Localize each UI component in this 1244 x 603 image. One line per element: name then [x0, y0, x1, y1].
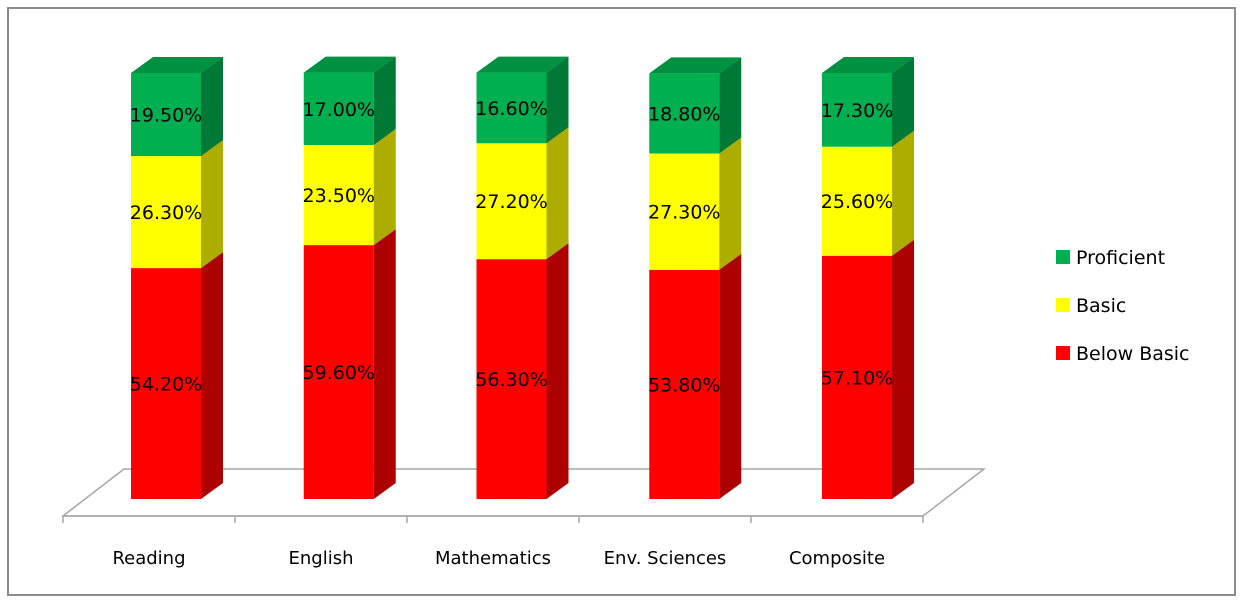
bar-front [649, 269, 720, 499]
data-label-mathematics-below-basic: 56.30% [475, 369, 547, 391]
bar-segment-mathematics-proficient [476, 56, 569, 144]
bar-side [546, 127, 569, 260]
bar-segment-english-proficient [303, 56, 396, 145]
data-label-mathematics-basic: 27.20% [475, 191, 547, 213]
bar-segment-composite-basic [822, 130, 914, 256]
bar-side [892, 57, 914, 147]
category-axis: Reading English Mathematics Env. Sciences Co… [62, 515, 924, 569]
bar-top [476, 56, 569, 73]
bar-front [649, 73, 720, 154]
bar-side [201, 57, 223, 157]
data-label-env-sciences-below-basic: 53.80% [648, 374, 720, 396]
data-label-english-basic: 23.50% [303, 185, 375, 207]
data-label-mathematics-proficient: 16.60% [475, 98, 547, 120]
bar-side [719, 57, 742, 154]
data-label-reading-proficient: 19.50% [130, 105, 202, 127]
x-tick-label-mathematics: Mathematics [435, 548, 551, 569]
bar-segment-composite-proficient [822, 57, 914, 147]
bar-front [131, 268, 201, 499]
bar-top [822, 57, 914, 73]
bar-front [822, 255, 892, 499]
bar-front [131, 156, 201, 269]
bar-side [373, 56, 396, 145]
x-tick-label-composite: Composite [789, 548, 885, 569]
bar-side [892, 239, 914, 499]
bar-segment-mathematics-basic [476, 127, 569, 260]
data-labels: 54.20% 26.30% 19.50% 59.60% 23.50% 17.00% 56.3… [130, 98, 893, 396]
data-label-composite-below-basic: 57.10% [821, 367, 893, 389]
legend-label-below-basic: Below Basic [1076, 343, 1190, 365]
bar-side [892, 130, 914, 256]
bar-segment-env-sciences-basic [649, 137, 742, 270]
bar-side [201, 140, 223, 269]
data-label-env-sciences-proficient: 18.80% [648, 103, 720, 125]
bar-segment-reading-basic [131, 140, 223, 269]
bar-side [546, 56, 569, 144]
bar-front [822, 146, 892, 256]
bar-segment-env-sciences-below-basic [649, 253, 742, 499]
legend-label-proficient: Proficient [1076, 247, 1165, 269]
bar-front [476, 72, 547, 144]
bar-side [546, 243, 569, 499]
legend-swatch-basic [1056, 298, 1070, 312]
bar-front [303, 144, 374, 246]
legend: Proficient Basic Below Basic [1056, 247, 1190, 365]
bar-top [303, 56, 396, 73]
data-label-env-sciences-basic: 27.30% [648, 202, 720, 224]
bar-segment-reading-proficient [131, 57, 223, 157]
x-tick-label-english: English [289, 548, 354, 569]
legend-swatch-proficient [1056, 250, 1070, 264]
bar-side [373, 128, 396, 246]
data-label-composite-proficient: 17.30% [821, 100, 893, 122]
x-tick-label-env-sciences: Env. Sciences [604, 548, 727, 569]
x-tick-label-reading: Reading [112, 548, 185, 569]
bar-front [303, 72, 374, 145]
bar-top [131, 57, 223, 73]
bar-segment-env-sciences-proficient [649, 57, 742, 154]
bar-segment-composite-below-basic [822, 239, 914, 499]
bar-front [649, 153, 720, 270]
data-label-composite-basic: 25.60% [821, 191, 893, 213]
bar-front [822, 73, 892, 147]
bars [131, 56, 914, 499]
legend-label-basic: Basic [1076, 295, 1126, 317]
bar-segment-reading-below-basic [131, 252, 223, 499]
legend-swatch-below-basic [1056, 346, 1070, 360]
bar-front [476, 143, 547, 260]
bar-segment-mathematics-below-basic [476, 243, 569, 499]
bar-side [719, 137, 742, 270]
bar-side [719, 253, 742, 499]
bar-front [476, 259, 547, 499]
data-label-reading-basic: 26.30% [130, 202, 202, 224]
data-label-reading-below-basic: 54.20% [130, 374, 202, 396]
data-label-english-proficient: 17.00% [303, 99, 375, 121]
bar-top [649, 57, 742, 74]
bar-segment-english-below-basic [303, 229, 396, 499]
bar-side [201, 252, 223, 499]
bar-side [373, 229, 396, 499]
bar-front [303, 245, 374, 499]
bar-front [131, 73, 201, 157]
data-label-english-below-basic: 59.60% [303, 362, 375, 384]
bar-segment-english-basic [303, 128, 396, 246]
